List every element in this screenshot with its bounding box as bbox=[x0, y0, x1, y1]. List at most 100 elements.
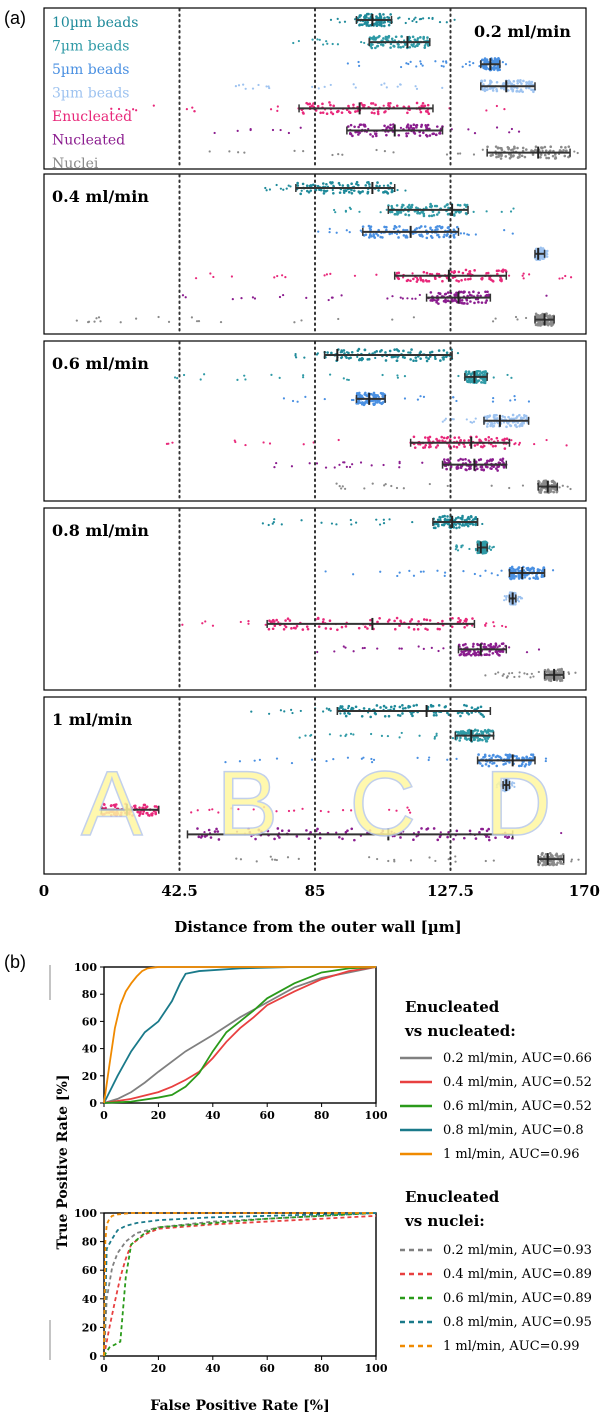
data-point bbox=[347, 352, 350, 355]
data-point bbox=[455, 758, 457, 760]
data-point bbox=[463, 626, 466, 629]
y-tick-label: 20 bbox=[82, 1070, 98, 1083]
data-point bbox=[324, 86, 326, 88]
data-point bbox=[408, 626, 411, 629]
data-point bbox=[265, 85, 267, 87]
data-point bbox=[413, 18, 415, 20]
data-point bbox=[412, 35, 415, 38]
data-point bbox=[481, 523, 483, 525]
data-point bbox=[426, 237, 429, 240]
data-point bbox=[194, 110, 196, 112]
data-point bbox=[455, 517, 458, 520]
data-point bbox=[483, 551, 486, 554]
data-point bbox=[464, 278, 467, 281]
data-point bbox=[383, 519, 385, 521]
x-tick-label: 127.5 bbox=[427, 882, 474, 900]
data-point bbox=[466, 732, 469, 735]
x-tick-label: 40 bbox=[205, 1362, 221, 1375]
data-point bbox=[388, 105, 391, 108]
data-point bbox=[512, 232, 514, 234]
scatter-panel-0-4-ml-min: 0.4 ml/min bbox=[44, 174, 586, 334]
data-point bbox=[203, 373, 205, 375]
data-point bbox=[430, 291, 433, 294]
data-point bbox=[371, 111, 374, 114]
data-point bbox=[493, 422, 496, 425]
data-point bbox=[484, 438, 487, 441]
data-point bbox=[272, 627, 275, 630]
data-point bbox=[467, 459, 470, 462]
data-point bbox=[477, 651, 480, 654]
data-point bbox=[491, 572, 493, 574]
data-point bbox=[510, 149, 513, 152]
data-point bbox=[344, 647, 346, 649]
data-point bbox=[570, 860, 572, 862]
data-point bbox=[453, 445, 456, 448]
data-point bbox=[505, 425, 508, 428]
data-point bbox=[270, 621, 273, 624]
data-point bbox=[342, 485, 344, 487]
data-point bbox=[500, 157, 503, 160]
data-point bbox=[560, 146, 563, 149]
data-point bbox=[346, 466, 348, 468]
data-point bbox=[375, 350, 378, 353]
data-point bbox=[427, 104, 430, 107]
data-point bbox=[420, 124, 423, 127]
data-point bbox=[531, 81, 534, 84]
data-point bbox=[347, 62, 349, 64]
data-point bbox=[336, 629, 339, 632]
data-point bbox=[424, 436, 427, 439]
data-point bbox=[560, 832, 562, 834]
data-point bbox=[308, 837, 311, 840]
data-point bbox=[349, 231, 351, 233]
data-point bbox=[535, 324, 538, 327]
data-point bbox=[396, 617, 399, 620]
data-point bbox=[348, 705, 351, 708]
data-point bbox=[446, 836, 449, 839]
data-point bbox=[326, 351, 329, 354]
data-point bbox=[309, 185, 312, 188]
data-point bbox=[543, 855, 546, 858]
data-point bbox=[411, 298, 413, 300]
data-point bbox=[498, 645, 501, 648]
data-point bbox=[446, 437, 449, 440]
data-point bbox=[332, 189, 334, 191]
x-tick-label: 85 bbox=[305, 882, 326, 900]
data-point bbox=[476, 294, 479, 297]
data-point bbox=[292, 400, 294, 402]
data-point bbox=[430, 235, 433, 238]
data-point bbox=[404, 213, 407, 216]
data-point bbox=[505, 597, 507, 599]
data-point bbox=[288, 829, 291, 832]
data-point bbox=[562, 485, 564, 487]
data-point bbox=[333, 209, 335, 211]
data-point bbox=[492, 89, 495, 92]
data-point bbox=[455, 523, 458, 526]
data-point bbox=[536, 314, 539, 317]
data-point bbox=[485, 622, 487, 624]
data-point bbox=[209, 272, 211, 274]
data-point bbox=[277, 105, 279, 107]
data-point bbox=[381, 374, 383, 376]
data-point bbox=[406, 297, 408, 299]
data-point bbox=[281, 523, 283, 525]
data-point bbox=[380, 84, 382, 86]
data-point bbox=[551, 855, 554, 858]
data-point bbox=[195, 277, 197, 279]
data-point bbox=[503, 416, 506, 419]
data-point bbox=[506, 374, 508, 376]
data-point bbox=[457, 280, 460, 283]
roc-legend-nuclei: 0.2 ml/min, AUC=0.930.4 ml/min, AUC=0.89… bbox=[400, 1243, 592, 1354]
data-point bbox=[485, 860, 487, 862]
data-point bbox=[472, 645, 475, 648]
data-point bbox=[353, 650, 355, 652]
data-point bbox=[339, 21, 341, 23]
data-point bbox=[390, 706, 393, 709]
data-point bbox=[191, 316, 193, 318]
data-point bbox=[339, 191, 342, 194]
data-point bbox=[373, 112, 376, 115]
data-point bbox=[405, 62, 407, 64]
data-point bbox=[443, 419, 445, 421]
data-point bbox=[415, 206, 418, 209]
data-point bbox=[358, 627, 361, 630]
data-point bbox=[490, 278, 493, 281]
